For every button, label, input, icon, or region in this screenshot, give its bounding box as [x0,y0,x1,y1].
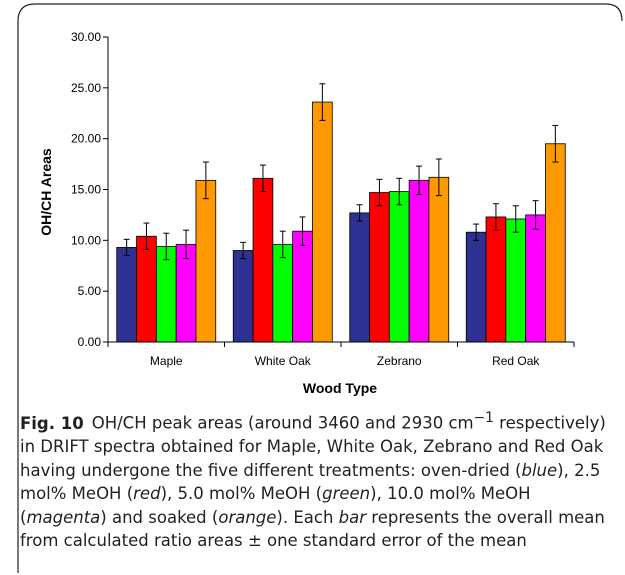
y-axis-ticks [103,36,108,343]
caption-color-word: green [322,484,371,503]
caption-text: ), 10.0 mol% MeOH ( [20,484,531,527]
bar [312,101,333,343]
caption-bar-word: bar [338,507,367,527]
caption-text: ). Each [276,507,339,527]
y-tick-label: 0.00 [78,335,102,349]
caption-text: represents the overall mean from calcula… [20,507,605,551]
figure-caption: Fig. 10 OH/CH peak areas (around 3460 and… [20,407,616,553]
bar-chart: 0.00 5.00 10.00 15.00 20.00 25.00 30.00 Maple W… [38,30,575,396]
bars [116,101,566,343]
bar [465,231,487,343]
x-tick-label: Maple [150,354,183,368]
bar [116,247,137,343]
bar [505,218,527,343]
y-tick-label: 20.00 [71,132,101,146]
y-tick-label: 30.00 [71,30,101,44]
error-bars [123,83,559,261]
caption-text: ), 2.5 mol% MeOH ( [20,460,601,504]
y-tick-label: 15.00 [71,183,101,197]
caption-color-word: blue [521,460,558,480]
x-axis-label: Wood Type [303,380,377,396]
bar [485,216,507,343]
bar [155,246,177,343]
bar [232,250,254,343]
bar [272,243,294,343]
caption-color-word: magenta [26,507,101,527]
bar [136,235,157,343]
y-tick-label: 5.00 [78,284,102,298]
x-axis-ticks [107,342,575,347]
x-tick-labels: Maple White Oak Zebrano Red Oak [150,354,541,368]
y-tick-label: 10.00 [71,233,101,247]
bar [349,212,370,343]
caption-text: OH/CH peak areas (around 3460 and 2930 c… [91,413,474,433]
x-tick-label: Zebrano [377,354,422,368]
bar [525,214,546,343]
y-tick-label: 25.00 [71,81,101,95]
bar [428,176,450,343]
bar [292,230,313,343]
bar [252,177,274,343]
bar [408,179,430,343]
bar [388,191,410,343]
y-tick-labels: 0.00 5.00 10.00 15.00 20.00 25.00 30.00 [71,30,101,349]
caption-superscript: −1 [473,410,494,426]
caption-color-word: orange [218,507,277,527]
bar [369,192,390,343]
caption-text: ), 5.0 mol% MeOH ( [160,484,323,503]
x-tick-label: White Oak [255,354,312,368]
x-tick-label: Red Oak [492,354,540,368]
bar [195,179,217,343]
figure-label: Fig. 10 [20,413,84,433]
caption-text: respectively) in DRIFT spectra obtained … [20,413,606,480]
caption-text: ) and soaked ( [100,507,219,527]
y-axis-label: OH/CH Areas [38,148,54,236]
bar [545,143,566,343]
caption-color-word: red [133,484,161,503]
